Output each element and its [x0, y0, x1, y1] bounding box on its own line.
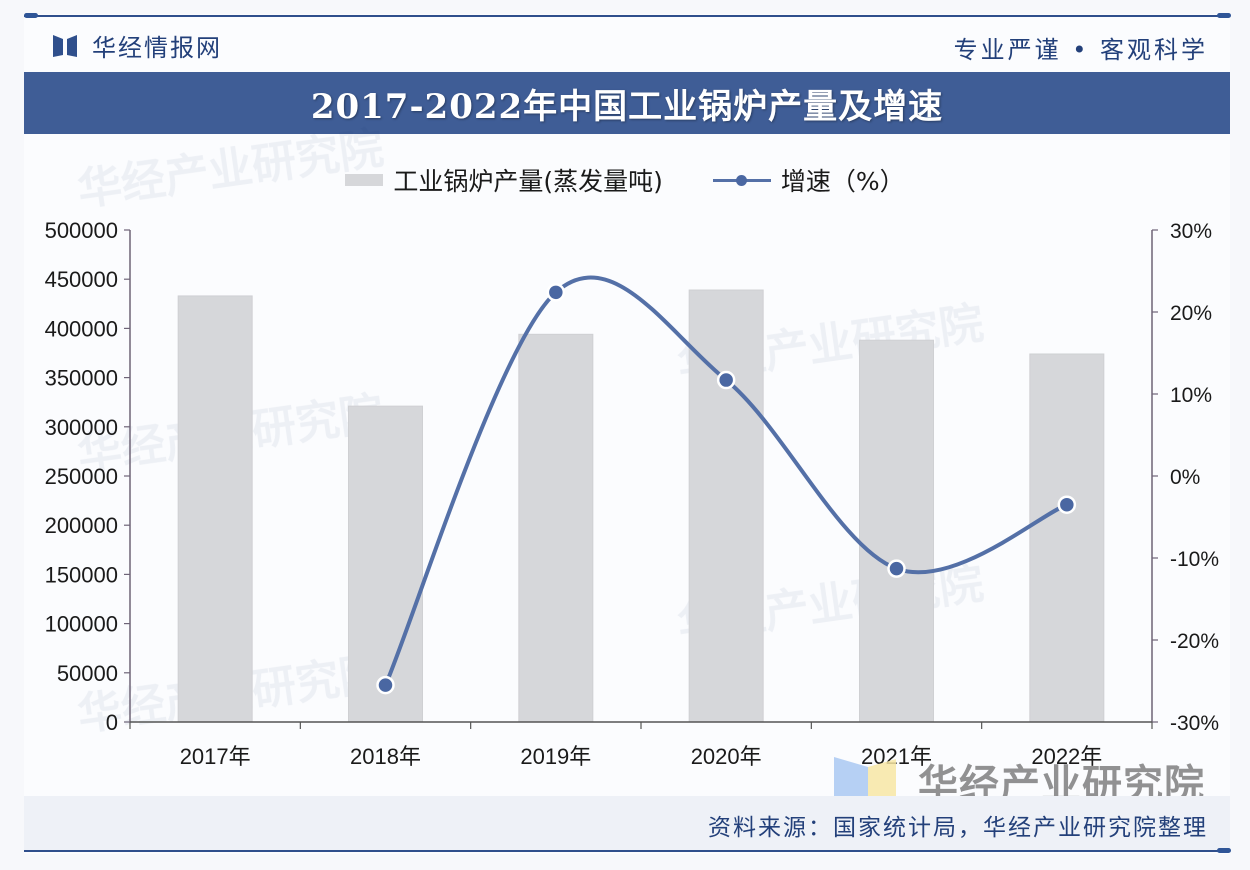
legend-label: 增速（%） [780, 167, 905, 196]
divider-cap [24, 13, 38, 18]
y-left-tick-label: 0 [106, 710, 118, 735]
y-left-tick-label: 350000 [45, 366, 118, 391]
bar-swatch-icon [345, 174, 384, 186]
y-left-tick-label: 150000 [45, 562, 118, 587]
brand: 华经情报网 [52, 30, 222, 62]
bar-2017年 [177, 295, 253, 723]
bottom-divider [24, 850, 1230, 852]
bar-series [177, 289, 1105, 723]
chart-title: 2017-2022年中国工业锅炉产量及增速 [310, 86, 944, 127]
brand-name: 华经情报网 [92, 33, 222, 62]
bar-2018年 [348, 405, 423, 723]
y-left-tick-label: 300000 [45, 415, 118, 440]
bar-2019年 [518, 333, 594, 723]
divider-cap [1217, 848, 1231, 853]
top-divider [24, 15, 1230, 17]
x-tick-label: 2017年 [180, 744, 251, 769]
legend-item-production: 工业锅炉产量(蒸发量吨) [345, 162, 663, 198]
title-bar: 2017-2022年中国工业锅炉产量及增速 [24, 72, 1230, 134]
y-left-tick-label: 450000 [45, 267, 118, 292]
x-tick-label: 2020年 [691, 744, 762, 769]
y-left-tick-label: 250000 [45, 464, 118, 489]
y-left-tick-label: 100000 [45, 612, 118, 637]
line-data-point [376, 675, 395, 695]
y-right-tick-label: 0% [1170, 466, 1200, 489]
legend-item-growth: 增速（%） [712, 162, 905, 198]
line-data-point [887, 559, 906, 578]
x-tick-label: 2018年 [350, 744, 421, 769]
y-left-tick-label: 50000 [57, 661, 118, 686]
y-right-tick-label: 10% [1170, 384, 1212, 407]
line-data-point [546, 283, 566, 302]
y-right-tick-label: 20% [1170, 302, 1212, 325]
brand-logo-icon [53, 35, 77, 57]
x-tick-label: 2022年 [1031, 744, 1102, 769]
legend-label: 工业锅炉产量(蒸发量吨) [393, 167, 663, 196]
bar-2022年 [1029, 353, 1105, 723]
y-right-tick-label: 30% [1170, 220, 1212, 243]
y-left-tick-label: 500000 [45, 218, 118, 243]
x-tick-label: 2021年 [861, 744, 932, 769]
line-data-point [716, 370, 736, 390]
y-left-tick-label: 400000 [45, 316, 118, 341]
line-marker-swatch-icon [712, 174, 771, 186]
bar-2021年 [859, 339, 934, 723]
x-tick-label: 2019年 [520, 744, 591, 769]
legend: 工业锅炉产量(蒸发量吨) 增速（%） [0, 160, 1250, 200]
slogan: 专业严谨 • 客观科学 [953, 36, 1208, 64]
bar-2020年 [688, 289, 764, 723]
axis-labels: 0 50000 100000 150000 200000 250000 300000 3500… [45, 218, 1219, 769]
line-data-point [1057, 495, 1077, 514]
y-right-tick-label: -20% [1170, 630, 1219, 653]
line-series [376, 275, 1077, 695]
y-left-tick-label: 200000 [45, 513, 118, 538]
y-right-tick-label: -30% [1170, 712, 1219, 735]
y-right-tick-label: -10% [1170, 548, 1219, 571]
source-bar [24, 796, 1230, 850]
svg-text:华经产业研究院: 华经产业研究院 [74, 123, 386, 216]
axes [124, 229, 1158, 729]
source-note: 资料来源：国家统计局，华经产业研究院整理 [708, 815, 1208, 841]
divider-cap [1217, 13, 1231, 18]
